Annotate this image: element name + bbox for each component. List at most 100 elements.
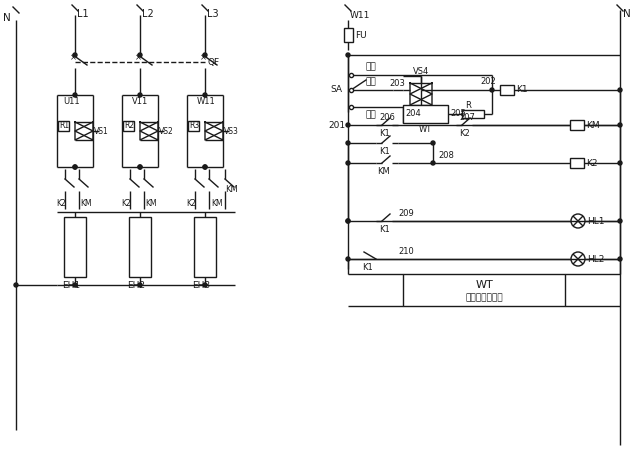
- Text: SA: SA: [330, 85, 342, 95]
- Circle shape: [431, 161, 435, 165]
- Text: 202: 202: [480, 78, 496, 86]
- Text: K1: K1: [379, 146, 390, 156]
- Text: R3: R3: [189, 122, 199, 130]
- Text: （二位温控仪）: （二位温控仪）: [465, 293, 503, 302]
- Circle shape: [138, 283, 142, 287]
- Bar: [403, 105, 448, 123]
- Text: K1: K1: [516, 85, 527, 95]
- Text: 204: 204: [405, 110, 420, 118]
- Text: 201: 201: [328, 121, 345, 129]
- Circle shape: [73, 165, 77, 169]
- Text: 209: 209: [398, 209, 413, 218]
- Bar: [194, 217, 216, 277]
- Text: K1: K1: [379, 129, 390, 138]
- Circle shape: [618, 257, 622, 261]
- Text: KM: KM: [80, 200, 92, 208]
- Bar: [570, 158, 584, 168]
- Circle shape: [346, 123, 350, 127]
- Text: W11: W11: [350, 11, 371, 21]
- Circle shape: [14, 283, 18, 287]
- Circle shape: [73, 165, 77, 169]
- Bar: [462, 110, 484, 118]
- Circle shape: [346, 53, 350, 57]
- Text: K1: K1: [379, 224, 390, 234]
- Text: K2: K2: [586, 158, 598, 168]
- Text: VS1: VS1: [94, 127, 109, 135]
- Bar: [58, 121, 69, 131]
- Circle shape: [203, 165, 207, 169]
- Text: FU: FU: [355, 30, 367, 39]
- Text: R1: R1: [59, 122, 69, 130]
- Text: K2: K2: [186, 200, 196, 208]
- Bar: [403, 274, 565, 306]
- Text: ×: ×: [70, 54, 77, 62]
- Text: 自动: 自动: [366, 111, 377, 119]
- Text: 206: 206: [379, 112, 395, 122]
- Circle shape: [346, 257, 350, 261]
- Circle shape: [346, 141, 350, 145]
- Circle shape: [431, 141, 435, 145]
- Text: L2: L2: [142, 9, 154, 19]
- Text: VS3: VS3: [224, 127, 239, 135]
- Bar: [123, 121, 134, 131]
- Circle shape: [618, 123, 622, 127]
- Circle shape: [138, 165, 142, 169]
- Text: U11: U11: [63, 97, 79, 106]
- Circle shape: [203, 93, 207, 97]
- Text: 断开: 断开: [366, 78, 377, 86]
- Circle shape: [346, 219, 350, 223]
- Text: ×: ×: [135, 54, 142, 62]
- Text: 203: 203: [389, 78, 405, 88]
- Text: WT: WT: [419, 125, 432, 134]
- Text: R: R: [465, 101, 471, 111]
- Text: K2: K2: [121, 200, 131, 208]
- Circle shape: [346, 219, 350, 223]
- Text: VS2: VS2: [159, 127, 173, 135]
- Circle shape: [73, 93, 77, 97]
- Circle shape: [203, 53, 207, 57]
- Text: L3: L3: [207, 9, 219, 19]
- Text: 210: 210: [398, 247, 413, 257]
- Text: N: N: [623, 9, 631, 19]
- Circle shape: [73, 283, 77, 287]
- Text: L1: L1: [77, 9, 88, 19]
- Text: HL1: HL1: [587, 217, 605, 225]
- Text: N: N: [3, 13, 11, 23]
- Text: KM: KM: [145, 200, 157, 208]
- Circle shape: [138, 93, 142, 97]
- Bar: [129, 217, 151, 277]
- Circle shape: [490, 88, 494, 92]
- Circle shape: [618, 219, 622, 223]
- Text: EH3: EH3: [192, 280, 210, 290]
- Bar: [64, 217, 86, 277]
- Text: KM: KM: [377, 167, 390, 175]
- Text: KM: KM: [225, 185, 237, 194]
- Text: QF: QF: [207, 57, 219, 67]
- Text: K1: K1: [362, 263, 372, 272]
- Text: VS4: VS4: [413, 67, 429, 75]
- Text: KM: KM: [586, 121, 600, 129]
- Circle shape: [618, 161, 622, 165]
- Text: KM: KM: [211, 200, 223, 208]
- Text: W11: W11: [197, 97, 216, 106]
- Circle shape: [203, 283, 207, 287]
- Text: K2: K2: [459, 129, 470, 138]
- Text: ×: ×: [200, 54, 207, 62]
- Text: R2: R2: [124, 122, 134, 130]
- Bar: [188, 121, 199, 131]
- Circle shape: [618, 88, 622, 92]
- Circle shape: [138, 165, 142, 169]
- Text: EH2: EH2: [127, 280, 145, 290]
- Text: WT: WT: [475, 280, 493, 290]
- Bar: [500, 85, 514, 95]
- Circle shape: [203, 165, 207, 169]
- Bar: [570, 120, 584, 130]
- Text: 205: 205: [450, 110, 466, 118]
- Text: 手动: 手动: [366, 62, 377, 72]
- Bar: [344, 28, 353, 42]
- Text: V11: V11: [132, 97, 148, 106]
- Text: 208: 208: [438, 151, 454, 161]
- Text: EH1: EH1: [62, 280, 80, 290]
- Text: HL2: HL2: [587, 254, 604, 263]
- Text: 207: 207: [459, 112, 475, 122]
